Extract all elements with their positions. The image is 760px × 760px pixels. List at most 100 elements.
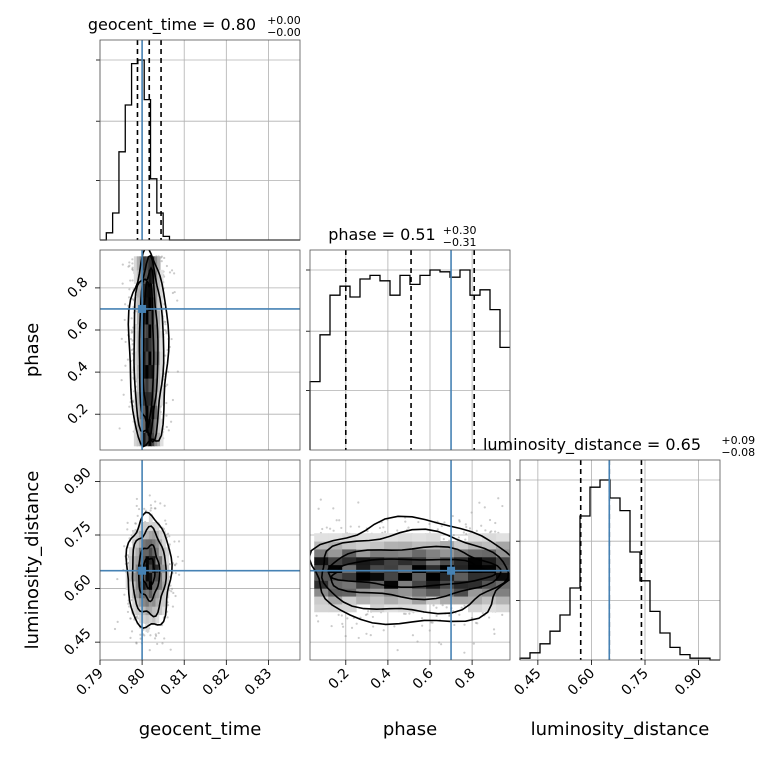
- sample-point: [126, 528, 129, 531]
- density-cell: [384, 572, 399, 581]
- density-cell: [132, 555, 137, 565]
- sample-point: [129, 617, 132, 620]
- sample-point: [131, 258, 134, 261]
- density-cell: [426, 533, 441, 542]
- truth-marker: [138, 304, 147, 313]
- density-cell: [135, 597, 140, 607]
- sample-point: [121, 263, 124, 266]
- density-cell: [426, 556, 441, 566]
- density-cell: [136, 310, 141, 325]
- sample-point: [159, 502, 162, 505]
- sample-point: [319, 498, 322, 501]
- sample-point: [462, 531, 465, 534]
- density-cell: [135, 530, 140, 540]
- density-cell: [138, 521, 143, 531]
- density-cell: [136, 323, 141, 339]
- sample-point: [458, 520, 461, 523]
- density-cell: [398, 556, 413, 566]
- density-cell: [136, 256, 141, 271]
- density-cell: [142, 364, 147, 379]
- contour-line: [320, 528, 510, 615]
- density-cell: [412, 564, 427, 573]
- density-cell: [468, 533, 483, 542]
- sample-point: [174, 564, 177, 567]
- density-cell: [342, 572, 357, 581]
- density-cell: [142, 614, 147, 624]
- density-cell: [145, 564, 150, 573]
- density-cell: [136, 351, 141, 366]
- density-cell: [426, 572, 441, 581]
- sample-point: [181, 559, 184, 563]
- sample-point: [350, 626, 354, 629]
- sample-point: [470, 511, 473, 514]
- density-cell: [132, 606, 137, 616]
- density-cell: [356, 548, 371, 558]
- sample-point: [173, 540, 176, 543]
- sample-point: [164, 519, 167, 522]
- y-tick-label-luminosity_distance: 0.45: [61, 625, 94, 658]
- density-cell: [135, 580, 140, 590]
- sample-point: [123, 593, 126, 596]
- sample-point: [371, 615, 374, 619]
- density-cell: [342, 580, 357, 589]
- density-cell: [142, 597, 147, 607]
- density-cell: [157, 323, 161, 339]
- sample-point: [164, 321, 167, 324]
- sample-point: [135, 642, 138, 645]
- sample-point: [129, 617, 132, 620]
- pair-panel-phase-luminosity_distance: [309, 459, 511, 661]
- sample-point: [126, 521, 129, 524]
- sample-point: [494, 521, 497, 525]
- sample-point: [167, 370, 170, 373]
- sample-point: [154, 634, 158, 637]
- sample-point: [135, 641, 138, 644]
- density-cell: [440, 548, 455, 558]
- sample-point: [443, 521, 446, 524]
- sample-point: [452, 533, 455, 537]
- density-cell: [145, 432, 149, 447]
- density-cell: [135, 589, 140, 599]
- hist-bars-geocent_time: [100, 59, 300, 241]
- density-cell: [152, 530, 156, 540]
- density-cell: [136, 378, 141, 393]
- sample-point: [176, 299, 179, 302]
- density-cell: [125, 580, 130, 590]
- sample-point: [357, 636, 360, 640]
- density-cell: [155, 564, 160, 573]
- sample-point: [382, 629, 385, 632]
- x-tick-label-luminosity_distance: 0.45: [511, 666, 544, 699]
- contour-line: [327, 545, 502, 601]
- sample-point: [478, 501, 481, 504]
- density-cell: [468, 596, 483, 605]
- sample-point: [416, 640, 419, 643]
- sample-point: [131, 339, 134, 342]
- density-cell: [384, 580, 399, 589]
- sample-point: [122, 393, 125, 396]
- sample-point: [126, 553, 129, 557]
- sample-point: [154, 500, 157, 503]
- sample-point: [340, 526, 343, 530]
- density-cell: [142, 547, 147, 557]
- sample-point: [131, 262, 134, 265]
- panel-frame: [309, 459, 511, 661]
- density-cell: [132, 597, 137, 607]
- density-cell: [148, 296, 152, 311]
- sample-point: [149, 509, 152, 512]
- density-cell: [136, 337, 141, 352]
- title-lower-luminosity_distance: −0.08: [721, 446, 755, 459]
- density-cell: [148, 530, 153, 540]
- sample-point: [126, 610, 130, 614]
- y-tick-label-phase: 0.8: [64, 274, 91, 301]
- density-cell: [151, 418, 155, 433]
- density-cell: [160, 364, 164, 379]
- sample-point: [165, 332, 168, 335]
- density-cell: [158, 555, 163, 565]
- y-tick-label-phase: 0.4: [64, 359, 91, 386]
- density-cell: [135, 547, 140, 557]
- sample-point: [448, 613, 451, 616]
- sample-point: [357, 525, 361, 528]
- sample-point: [163, 637, 166, 640]
- density-cell: [154, 337, 158, 352]
- density-cell: [145, 269, 149, 284]
- sample-point: [130, 630, 134, 633]
